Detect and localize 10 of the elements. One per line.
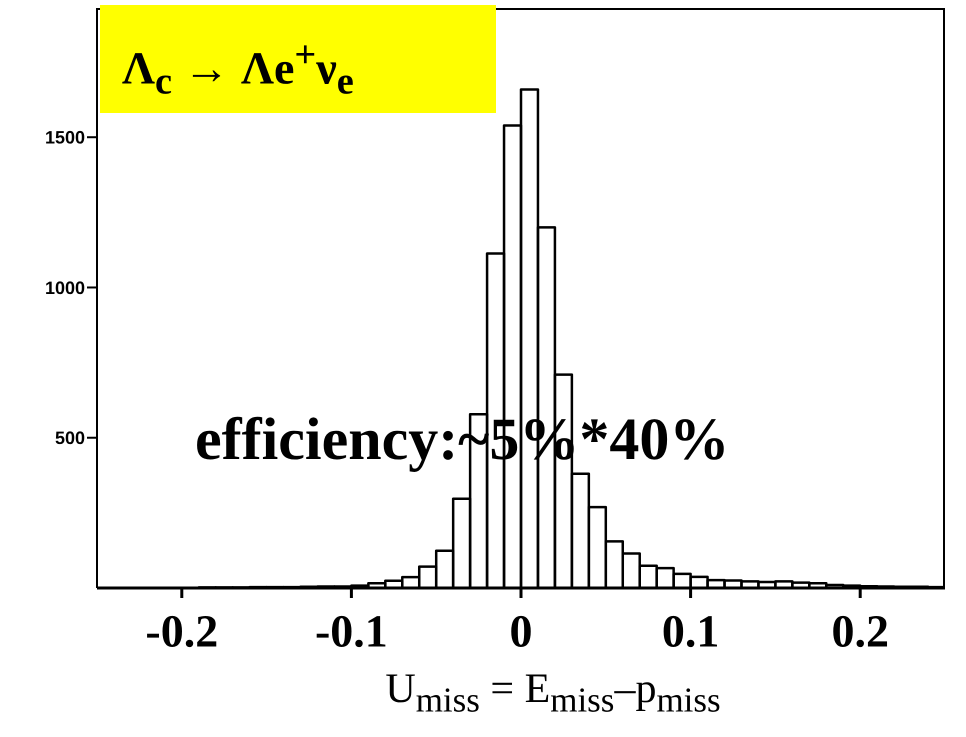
x-tick-label: 0.2	[831, 606, 889, 657]
y-tick-label: 500	[54, 428, 85, 448]
title-box: Λ$_{c}$ → Λe$^{+}$ν$_{e}$	[100, 5, 496, 113]
x-tick-label: 0	[510, 606, 532, 657]
x-axis-title: U$_{miss}$ = E$_{miss}$–p$_{miss}$	[384, 665, 722, 720]
x-tick-label: -0.2	[145, 606, 218, 657]
y-tick-label: 1500	[44, 128, 85, 148]
y-tick-label: 1000	[44, 278, 85, 298]
x-tick-label: -0.1	[314, 606, 388, 657]
x-tick-label: 0.1	[662, 606, 720, 657]
